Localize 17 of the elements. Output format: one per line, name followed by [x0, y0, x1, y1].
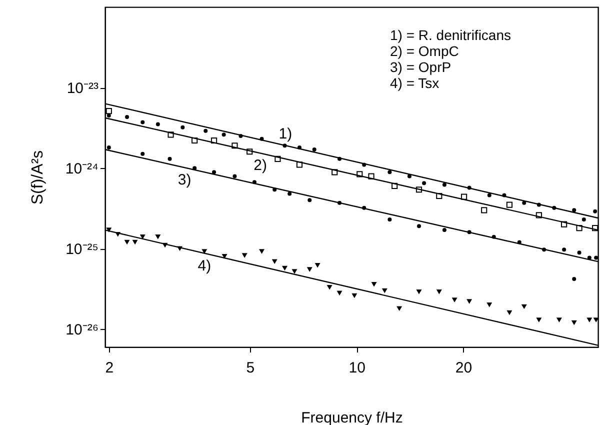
- annotation: 3): [178, 172, 192, 189]
- y-tick-label: 10⁻²⁶: [66, 322, 98, 339]
- annotation: 2) = OmpC: [390, 43, 459, 59]
- y-tick-label: 10⁻²⁵: [66, 241, 98, 258]
- y-tick-label: 10⁻²³: [66, 80, 98, 98]
- annotation: 3) = OprP: [390, 59, 452, 75]
- annotation: 4): [198, 257, 212, 274]
- annotation: 2): [254, 157, 267, 174]
- y-axis-title: S(f)/A²s: [29, 150, 46, 205]
- x-tick-label: 10: [348, 360, 366, 376]
- annotation: 1): [278, 126, 292, 143]
- annotation: 1) = R. denitrificans: [390, 27, 511, 43]
- x-tick-label: 2: [105, 360, 114, 376]
- x-tick-label: 20: [455, 360, 472, 376]
- annotation: 4) = Tsx: [390, 75, 440, 91]
- x-tick-label: 5: [246, 360, 255, 376]
- y-tick-label: 10⁻²⁴: [65, 160, 98, 178]
